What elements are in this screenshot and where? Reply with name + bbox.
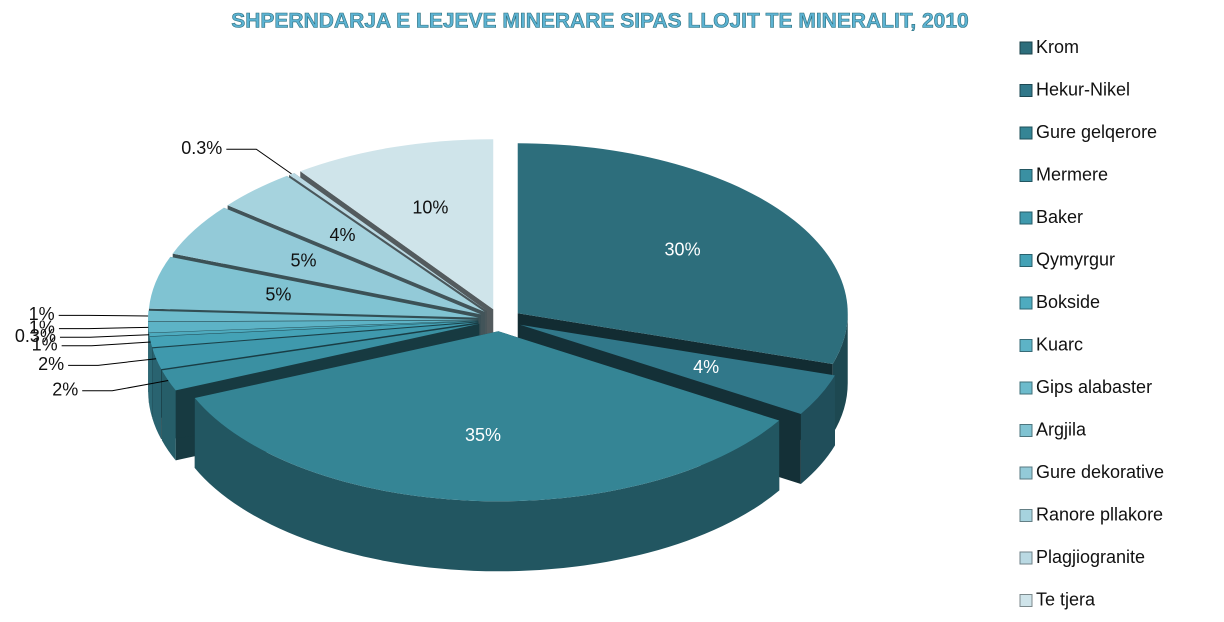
leader-line: [59, 334, 150, 338]
data-label: 0.3%: [181, 138, 222, 158]
legend-swatch: [1019, 551, 1033, 565]
slice-top: [520, 324, 835, 414]
legend-label: Bokside: [1036, 292, 1100, 312]
slice-top: [300, 139, 494, 310]
slice-wall: [149, 336, 153, 418]
legend-label: Qymyrgur: [1036, 249, 1115, 269]
legend-label: Gure dekorative: [1036, 462, 1164, 482]
legend-label: Hekur-Nikel: [1036, 79, 1130, 99]
slice-top: [227, 175, 485, 312]
legend-label: Krom: [1036, 37, 1079, 57]
data-label: 0.3%: [15, 326, 56, 346]
leader-line: [58, 314, 149, 317]
legend-label: Kuarc: [1036, 334, 1083, 354]
data-label: 2%: [38, 354, 64, 374]
slice-top: [289, 172, 487, 311]
slice-top: [149, 321, 479, 348]
legend-label: Ranore pllakore: [1036, 504, 1163, 524]
data-label: 5%: [291, 251, 317, 271]
slice-top: [161, 323, 480, 391]
chart-title: SHPERNDARJA E LEJEVE MINERARE SIPAS LLOJ…: [231, 10, 968, 33]
legend-label: Gips alabaster: [1036, 377, 1152, 397]
legend-swatch: [1019, 594, 1033, 607]
legend-label: Baker: [1036, 207, 1083, 227]
data-label: 4%: [330, 225, 356, 245]
legend-swatch: [1019, 381, 1033, 395]
legend-swatch: [1019, 41, 1033, 55]
slice-wall: [148, 322, 149, 403]
legend-swatch: [1019, 211, 1033, 225]
legend-swatch: [1019, 254, 1033, 267]
slice-top: [194, 331, 780, 502]
data-label: 1%: [29, 317, 55, 337]
legend-swatch: [1019, 296, 1033, 310]
data-label: 30%: [665, 240, 701, 260]
legend-label: Plagjiogranite: [1036, 547, 1145, 567]
slice-wall: [148, 333, 150, 407]
slice: [194, 331, 780, 572]
leader-line: [82, 380, 169, 392]
leader-line: [226, 148, 292, 175]
leader-line: [61, 341, 151, 347]
data-label: 4%: [693, 357, 719, 377]
legend-swatch: [1019, 509, 1033, 522]
data-label: 10%: [412, 198, 448, 218]
legend-label: Gure gelqerore: [1036, 122, 1157, 142]
slice-top: [148, 256, 479, 318]
leader-line: [68, 358, 157, 366]
legend-swatch: [1019, 126, 1033, 140]
legend-label: Te tjera: [1036, 589, 1096, 609]
legend-swatch: [1019, 169, 1033, 182]
data-label: 2%: [52, 380, 78, 400]
slice-wall: [161, 370, 176, 461]
slice-wall: [152, 348, 162, 440]
data-label: 1%: [32, 334, 58, 354]
slice-top: [517, 143, 848, 364]
legend-swatch: [1019, 339, 1033, 352]
slice-wall: [194, 397, 780, 572]
slice-top: [148, 320, 479, 333]
legend-swatch: [1019, 84, 1033, 97]
slice-top: [148, 310, 479, 322]
legend-label: Mermere: [1036, 164, 1108, 184]
slice-wall: [800, 375, 835, 484]
data-label: 35%: [465, 425, 501, 445]
legend-swatch: [1019, 424, 1033, 437]
legend-label: Argjila: [1036, 419, 1087, 439]
slice-wall: [832, 313, 848, 434]
data-label: 1%: [29, 304, 55, 324]
data-label: 5%: [265, 285, 291, 305]
legend-swatch: [1019, 466, 1033, 480]
slice-top: [148, 320, 479, 337]
slice-top: [172, 207, 481, 315]
leader-line: [58, 326, 149, 330]
slice-top: [152, 322, 479, 370]
